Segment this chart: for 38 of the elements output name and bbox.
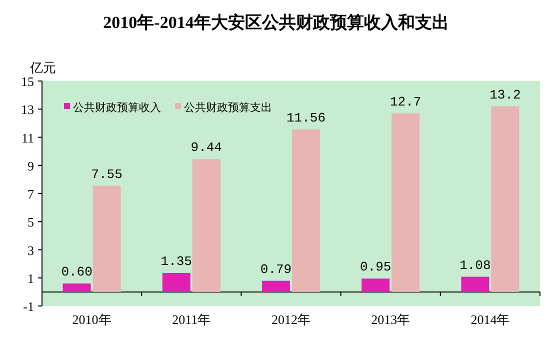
data-label: 11.56 bbox=[286, 110, 326, 126]
y-tick-label: 7 bbox=[28, 186, 34, 202]
x-tick-label: 2012年 bbox=[272, 312, 310, 327]
data-label: 1.35 bbox=[160, 254, 192, 269]
x-tick-label: 2011年 bbox=[172, 312, 211, 327]
y-tick-label: -1 bbox=[23, 299, 34, 314]
y-tick-label: 13 bbox=[21, 102, 34, 118]
bar bbox=[292, 129, 320, 292]
legend-label: 公共财政预算收入 bbox=[73, 101, 161, 114]
y-tick-label: 5 bbox=[28, 214, 34, 230]
bar bbox=[392, 113, 420, 292]
x-tick-label: 2014年 bbox=[470, 312, 510, 327]
data-label: 0.95 bbox=[360, 260, 392, 275]
legend-label: 公共财政预算支出 bbox=[184, 101, 272, 114]
data-label: 13.2 bbox=[490, 87, 521, 102]
y-axis-title: 亿元 bbox=[29, 60, 56, 75]
bar bbox=[262, 280, 290, 292]
data-label: 0.79 bbox=[260, 262, 292, 277]
bar bbox=[362, 278, 390, 292]
y-tick-label: 9 bbox=[28, 158, 34, 174]
chart-title: 2010年-2014年大安区公共财政预算收入和支出 bbox=[103, 13, 449, 32]
bar bbox=[62, 284, 91, 292]
y-tick-label: 15 bbox=[21, 74, 34, 89]
bar bbox=[491, 106, 520, 292]
y-tick-label: 11 bbox=[21, 130, 34, 146]
x-tick-label: 2010年 bbox=[72, 312, 112, 327]
data-label: 0.60 bbox=[61, 264, 92, 280]
data-label: 7.55 bbox=[91, 166, 122, 182]
y-tick-label: 3 bbox=[28, 242, 34, 258]
bar bbox=[461, 276, 490, 292]
x-tick-label: 2013年 bbox=[371, 312, 410, 327]
data-label: 9.44 bbox=[190, 140, 222, 156]
bar bbox=[162, 272, 190, 292]
bar bbox=[192, 159, 220, 292]
bar bbox=[92, 186, 121, 292]
data-label: 1.08 bbox=[460, 258, 491, 273]
data-label: 12.7 bbox=[390, 94, 422, 110]
y-tick-label: 1 bbox=[28, 270, 34, 286]
